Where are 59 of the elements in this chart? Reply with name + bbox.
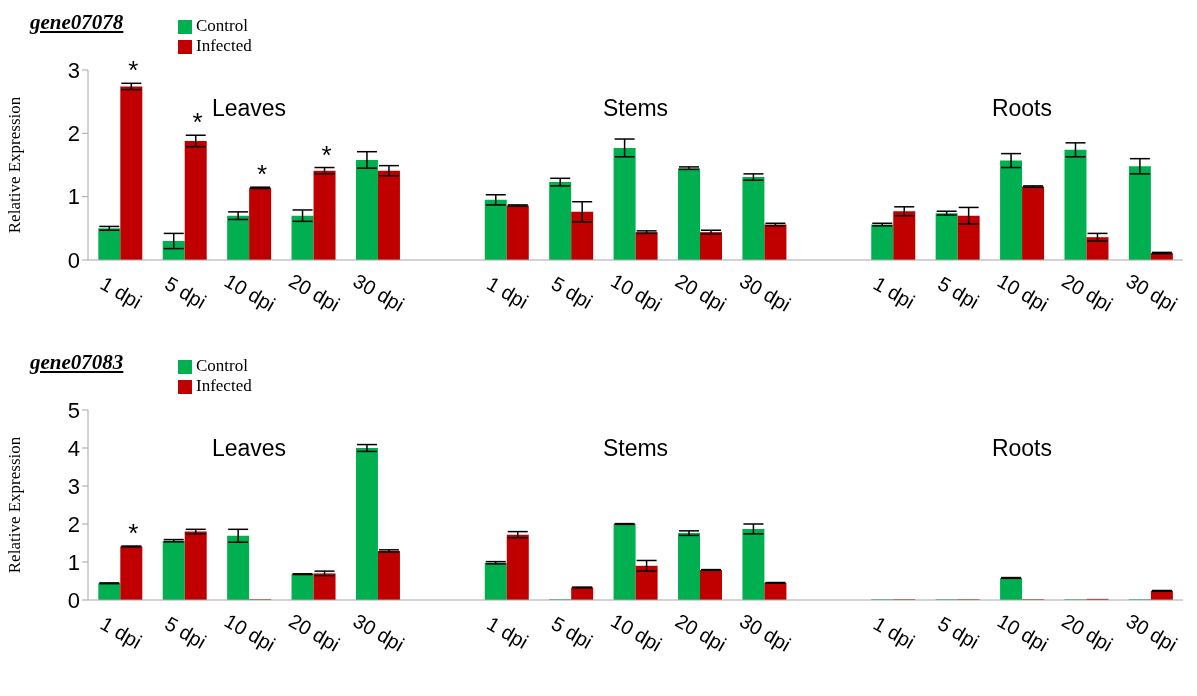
annotation: Roots bbox=[991, 435, 1053, 462]
x-tick-label: 5 dpi bbox=[547, 272, 597, 313]
x-tick-label: 10 dpi bbox=[220, 609, 279, 656]
annotation: Leaves bbox=[211, 435, 287, 462]
y-tick-label: 1 bbox=[67, 184, 80, 210]
x-tick-label: 5 dpi bbox=[934, 272, 983, 313]
annotation: Stems bbox=[602, 435, 669, 462]
x-tick-label: 10 dpi bbox=[993, 609, 1052, 656]
annotation: Stems bbox=[602, 95, 669, 122]
x-tick-label: 5 dpi bbox=[161, 612, 210, 653]
x-tick-label: 1 dpi bbox=[96, 272, 146, 313]
x-tick-label: 10 dpi bbox=[220, 269, 279, 316]
annotation: Roots bbox=[991, 95, 1053, 122]
x-tick-label: 5 dpi bbox=[934, 612, 983, 653]
y-tick-label: 4 bbox=[67, 435, 80, 461]
chart-title: gene07078 bbox=[30, 10, 124, 35]
y-axis-title: Relative Expression bbox=[5, 96, 25, 234]
x-tick-label: 20 dpi bbox=[1058, 609, 1117, 656]
y-tick-label: 3 bbox=[67, 57, 80, 83]
x-tick-label: 30 dpi bbox=[349, 609, 408, 656]
legend-label: Control bbox=[196, 356, 248, 375]
x-tick-label: 30 dpi bbox=[1122, 609, 1181, 656]
x-tick-label: 20 dpi bbox=[671, 609, 730, 656]
x-tick-label: 1 dpi bbox=[483, 272, 532, 313]
annotation: Leaves bbox=[211, 95, 287, 122]
y-tick-label: 0 bbox=[67, 247, 80, 273]
x-tick-label: 10 dpi bbox=[993, 269, 1052, 316]
x-tick-label: 1 dpi bbox=[483, 612, 532, 653]
chart-title: gene07083 bbox=[30, 350, 124, 375]
y-tick-label: 2 bbox=[67, 121, 80, 147]
x-tick-label: 30 dpi bbox=[736, 269, 795, 316]
y-tick-label: 3 bbox=[67, 473, 80, 499]
annotation: * bbox=[192, 107, 203, 138]
x-tick-label: 5 dpi bbox=[161, 272, 210, 313]
x-tick-label: 30 dpi bbox=[736, 609, 795, 656]
y-tick-label: 2 bbox=[67, 511, 80, 537]
y-tick-label: 5 bbox=[67, 397, 80, 423]
x-tick-label: 20 dpi bbox=[1058, 269, 1117, 316]
x-tick-label: 1 dpi bbox=[869, 272, 919, 313]
x-tick-label: 1 dpi bbox=[96, 612, 146, 653]
x-tick-label: 20 dpi bbox=[285, 609, 344, 656]
x-tick-label: 20 dpi bbox=[671, 269, 730, 316]
legend-label: Control bbox=[196, 16, 248, 35]
annotation: * bbox=[128, 55, 139, 86]
x-tick-label: 30 dpi bbox=[1122, 269, 1181, 316]
y-tick-label: 1 bbox=[67, 549, 80, 575]
legend-label: Infected bbox=[196, 36, 252, 55]
x-tick-label: 1 dpi bbox=[869, 612, 919, 653]
y-tick-label: 0 bbox=[67, 587, 80, 613]
x-tick-label: 10 dpi bbox=[607, 609, 666, 656]
x-tick-label: 30 dpi bbox=[349, 269, 408, 316]
legend-label: Infected bbox=[196, 376, 252, 395]
x-tick-label: 20 dpi bbox=[285, 269, 344, 316]
annotation: * bbox=[128, 518, 139, 549]
y-axis-title: Relative Expression bbox=[5, 436, 25, 574]
x-tick-label: 10 dpi bbox=[607, 269, 666, 316]
x-tick-label: 5 dpi bbox=[547, 612, 597, 653]
annotation: * bbox=[256, 159, 268, 190]
annotation: * bbox=[321, 139, 332, 170]
